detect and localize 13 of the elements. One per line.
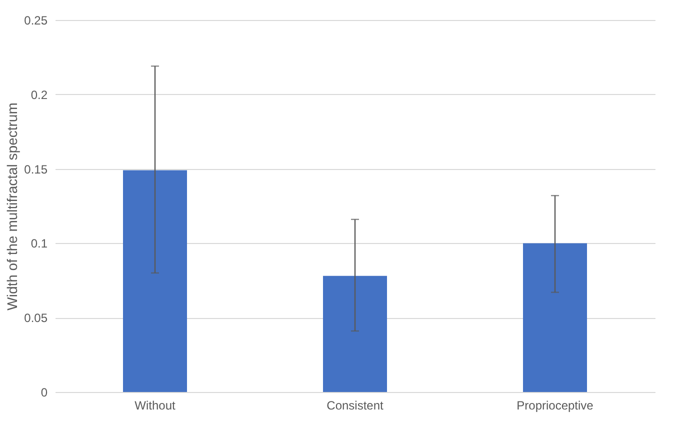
x-tick-label: Without [134, 398, 176, 412]
y-tick-label: 0.2 [30, 88, 48, 102]
y-tick-label: 0.15 [24, 162, 48, 176]
y-tick-label: 0.25 [24, 14, 48, 28]
y-tick-label: 0.05 [24, 311, 48, 326]
x-tick-label: Consistent [326, 398, 384, 412]
x-tick-label: Proprioceptive [516, 398, 594, 412]
bar [123, 170, 187, 392]
y-axis-title: Width of the multifractal spectrum [4, 102, 20, 310]
bar [323, 276, 387, 392]
y-tick-label: 0 [40, 386, 48, 400]
y-tick-label: 0.1 [30, 236, 48, 251]
bar [523, 243, 587, 392]
